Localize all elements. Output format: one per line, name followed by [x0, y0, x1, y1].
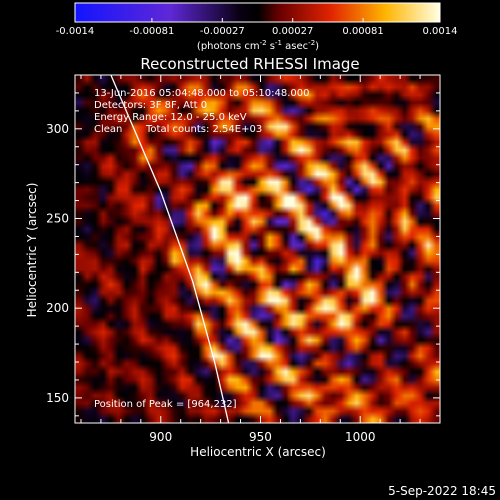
- annotation-energy-range: Energy Range: 12.0 - 25.0 keV: [94, 112, 247, 123]
- annotation-time-range: 13-Jun-2016 05:04:48.000 to 05:10:48.000: [94, 88, 310, 99]
- colorbar-tick-label: -0.0014: [56, 26, 95, 37]
- axis-ticks: 900 950 1000 150 200 250 300: [46, 74, 441, 444]
- solar-limb-curve: [110, 74, 230, 424]
- colorbar-tick-label: 0.00081: [342, 26, 383, 37]
- x-tick-label: 950: [249, 430, 272, 444]
- y-axis-label: Heliocentric Y (arcsec): [25, 183, 39, 318]
- x-axis-label: Heliocentric X (arcsec): [190, 445, 326, 459]
- footer-timestamp: 5-Sep-2022 18:45: [388, 484, 496, 498]
- plot-area: 900 950 1000 150 200 250 300: [46, 74, 441, 444]
- chart-title: Reconstructed RHESSI Image: [140, 55, 359, 73]
- annotation-clean: Clean: [94, 124, 122, 135]
- x-tick-label: 1000: [345, 430, 376, 444]
- colorbar-frame: [74, 2, 441, 23]
- y-tick-label: 300: [46, 122, 69, 136]
- y-tick-label: 200: [46, 301, 69, 315]
- colorbar: -0.0014 -0.00081 -0.00027 0.00027 0.00081 0.0…: [56, 2, 458, 52]
- x-tick-label: 900: [149, 430, 172, 444]
- annotation-detectors: Detectors: 3F 8F, Att 0: [94, 100, 207, 111]
- y-tick-label: 250: [46, 212, 69, 226]
- colorbar-tick-label: 0.00027: [272, 26, 313, 37]
- colorbar-tick-label: -0.00027: [200, 26, 245, 37]
- y-tick-label: 150: [46, 391, 69, 405]
- colorbar-gradient: [75, 3, 440, 22]
- peak-position-label: Position of Peak = [964,232]: [94, 399, 237, 410]
- colorbar-tick-label: -0.00081: [129, 26, 174, 37]
- colorbar-ticks: -0.0014 -0.00081 -0.00027 0.00027 0.00081 0.0…: [56, 18, 458, 37]
- plot-frame: [74, 74, 441, 424]
- annotation-total-counts: Total counts: 2.54E+03: [145, 124, 262, 135]
- colorbar-unit-label: (photons cm-2 s-1 asec-2): [197, 39, 319, 52]
- colorbar-tick-label: 0.0014: [423, 26, 458, 37]
- annotation-block: 13-Jun-2016 05:04:48.000 to 05:10:48.000…: [94, 88, 310, 135]
